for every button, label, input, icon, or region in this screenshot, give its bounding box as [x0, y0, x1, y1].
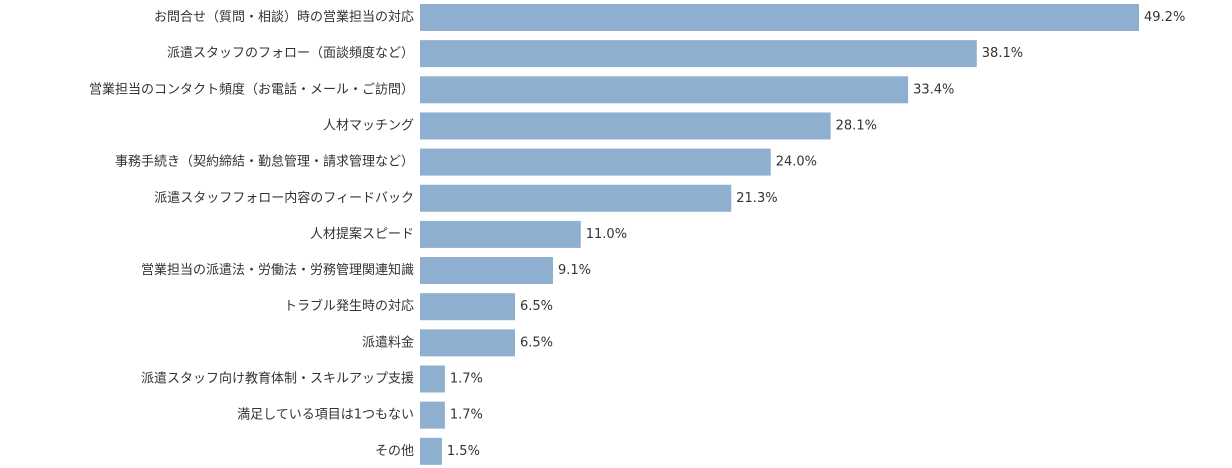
bar	[420, 329, 515, 357]
value-label: 28.1%	[836, 118, 877, 133]
category-label: 派遣スタッフのフォロー（面談頻度など）	[167, 45, 414, 61]
bar	[420, 257, 553, 285]
value-label: 1.5%	[447, 444, 480, 459]
value-label: 33.4%	[913, 82, 954, 97]
value-labels: 49.2% 38.1% 33.4% 28.1% 24.0% 21.3% 11.0% 9.1% 6…	[447, 10, 1185, 459]
category-label: 人材提案スピード	[310, 226, 414, 242]
value-label: 1.7%	[450, 372, 483, 387]
value-label: 21.3%	[736, 191, 777, 206]
value-label: 38.1%	[982, 46, 1023, 61]
value-label: 1.7%	[450, 408, 483, 423]
category-label: 事務手続き（契約締結・勤怠管理・請求管理など）	[115, 154, 414, 170]
bar	[420, 220, 581, 248]
category-label: 営業担当の派遣法・労働法・労務管理関連知識	[141, 262, 414, 278]
category-label: トラブル発生時の対応	[284, 298, 414, 314]
bars	[420, 4, 1139, 465]
category-label: 派遣料金	[362, 334, 414, 350]
category-label: 派遣スタッフ向け教育体制・スキルアップ支援	[141, 371, 414, 387]
value-label: 6.5%	[520, 299, 553, 314]
value-label: 24.0%	[776, 155, 817, 170]
bar	[420, 40, 977, 68]
category-label: 営業担当のコンタクト頻度（お電話・メール・ご訪問）	[89, 81, 414, 97]
category-label: お問合せ（質問・相談）時の営業担当の対応	[154, 9, 414, 25]
category-label: 人材マッチング	[323, 118, 414, 133]
bar	[420, 112, 831, 140]
bar	[420, 76, 909, 104]
value-label: 49.2%	[1144, 10, 1185, 25]
category-label: その他	[375, 444, 414, 459]
bar	[420, 4, 1139, 31]
value-label: 6.5%	[520, 335, 553, 350]
category-label: 派遣スタッフフォロー内容のフィードバック	[154, 190, 414, 206]
bar	[420, 184, 732, 212]
bar	[420, 437, 442, 465]
bar	[420, 401, 445, 429]
bar	[420, 365, 445, 393]
category-label: 満足している項目は1つもない	[237, 408, 414, 423]
value-label: 11.0%	[586, 227, 627, 242]
bar	[420, 293, 515, 321]
bar	[420, 148, 771, 176]
value-label: 9.1%	[558, 263, 591, 278]
